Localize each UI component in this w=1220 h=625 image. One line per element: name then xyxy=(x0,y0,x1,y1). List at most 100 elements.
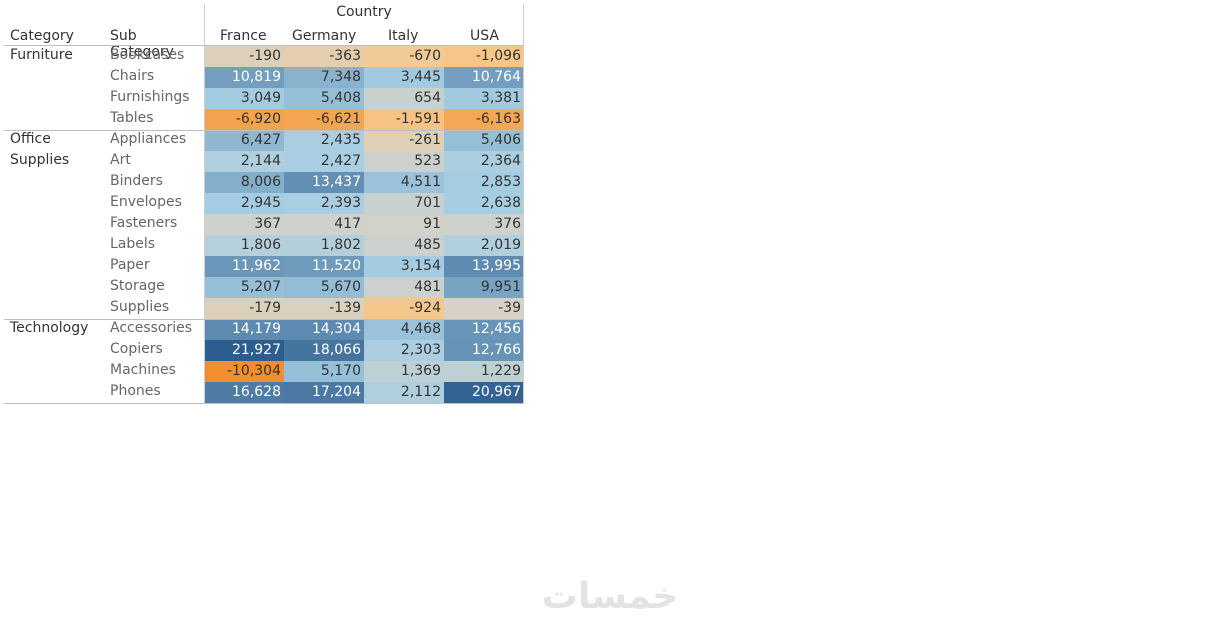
heatmap-cell: 11,520 xyxy=(284,256,364,277)
heatmap-cell: 2,112 xyxy=(364,382,444,403)
subcategory-label: Appliances xyxy=(110,131,187,147)
subcategory-label: Copiers xyxy=(110,341,163,357)
heatmap-cell: 417 xyxy=(284,214,364,235)
category-label: Furniture xyxy=(10,47,73,63)
heatmap-cell: 5,670 xyxy=(284,277,364,298)
heatmap-cell: 7,348 xyxy=(284,67,364,88)
column-group-title: Country xyxy=(336,4,392,20)
heatmap-cell: 2,435 xyxy=(284,130,364,151)
heatmap-cell: -261 xyxy=(364,130,444,151)
row-header-category: Category xyxy=(10,28,74,44)
heatmap-cell: 1,369 xyxy=(364,361,444,382)
heatmap-cell: 9,951 xyxy=(444,277,524,298)
heatmap-cell: 523 xyxy=(364,151,444,172)
heatmap-cell: -1,096 xyxy=(444,46,524,67)
heatmap-cell: 20,967 xyxy=(444,382,524,403)
heatmap-cell: 5,207 xyxy=(204,277,284,298)
heatmap-cell: 1,802 xyxy=(284,235,364,256)
heatmap-cell: 10,819 xyxy=(204,67,284,88)
subcategory-label: Accessories xyxy=(110,320,193,336)
heatmap-cell: 481 xyxy=(364,277,444,298)
heatmap-cell: 5,406 xyxy=(444,130,524,151)
heatmap-cell: 2,393 xyxy=(284,193,364,214)
subcategory-label: Envelopes xyxy=(110,194,182,210)
heatmap-cell: 5,408 xyxy=(284,88,364,109)
heatmap-cell: -363 xyxy=(284,46,364,67)
heatmap-cell: 5,170 xyxy=(284,361,364,382)
column-header-italy: Italy xyxy=(388,28,419,44)
heatmap-cell: -6,163 xyxy=(444,109,524,130)
heatmap-cell: 4,511 xyxy=(364,172,444,193)
heatmap-cell: 654 xyxy=(364,88,444,109)
heatmap-cell: 91 xyxy=(364,214,444,235)
heatmap-cell: 10,764 xyxy=(444,67,524,88)
subcategory-label: Labels xyxy=(110,236,156,252)
heatmap-cell: 3,049 xyxy=(204,88,284,109)
heatmap-cell: 17,204 xyxy=(284,382,364,403)
divider-group xyxy=(4,319,524,320)
heatmap-cell: 2,364 xyxy=(444,151,524,172)
heatmap-cell: 1,806 xyxy=(204,235,284,256)
category-label: Office xyxy=(10,131,51,147)
subcategory-label: Supplies xyxy=(110,299,170,315)
heatmap-cell: -179 xyxy=(204,298,284,319)
heatmap-cell: 12,766 xyxy=(444,340,524,361)
heatmap-cell: -6,621 xyxy=(284,109,364,130)
heatmap-cell: -190 xyxy=(204,46,284,67)
heatmap-cell: 21,927 xyxy=(204,340,284,361)
subcategory-label: Fasteners xyxy=(110,215,178,231)
divider-group xyxy=(4,130,524,131)
subcategory-label: Art xyxy=(110,152,131,168)
row-header-subcategory: Sub Category xyxy=(110,28,174,60)
heatmap-cell: 1,229 xyxy=(444,361,524,382)
subcategory-label: Paper xyxy=(110,257,150,273)
category-label: Supplies xyxy=(10,152,70,168)
subcategory-label: Phones xyxy=(110,383,161,399)
heatmap-cell: -924 xyxy=(364,298,444,319)
subcategory-label: Tables xyxy=(110,110,154,126)
heatmap-cell: 16,628 xyxy=(204,382,284,403)
subcategory-label: Bookcases xyxy=(110,47,185,63)
heatmap-cell: 2,427 xyxy=(284,151,364,172)
heatmap-cell: 2,853 xyxy=(444,172,524,193)
svg-text:خمسات: خمسات xyxy=(542,576,678,617)
heatmap-cell: 13,995 xyxy=(444,256,524,277)
subcategory-label: Chairs xyxy=(110,68,155,84)
heatmap-cell: 4,468 xyxy=(364,319,444,340)
heatmap-cell: 3,381 xyxy=(444,88,524,109)
subcategory-label: Machines xyxy=(110,362,176,378)
heatmap-cell: 3,154 xyxy=(364,256,444,277)
divider-bottom xyxy=(4,403,524,404)
heatmap-cell: 701 xyxy=(364,193,444,214)
heatmap-cell: 485 xyxy=(364,235,444,256)
heatmap-cell: 8,006 xyxy=(204,172,284,193)
category-label: Technology xyxy=(10,320,89,336)
column-header-france: France xyxy=(220,28,267,44)
heatmap-cell: 367 xyxy=(204,214,284,235)
column-header-usa: USA xyxy=(470,28,499,44)
divider-header xyxy=(4,45,524,46)
subcategory-label: Binders xyxy=(110,173,163,189)
divider-vertical-left xyxy=(204,4,205,403)
column-header-germany: Germany xyxy=(292,28,357,44)
heatmap-cell: 3,445 xyxy=(364,67,444,88)
divider-vertical-right xyxy=(523,4,524,403)
heatmap-cell: -6,920 xyxy=(204,109,284,130)
heatmap-cell: 2,638 xyxy=(444,193,524,214)
subcategory-label: Storage xyxy=(110,278,165,294)
heatmap-cell: 14,179 xyxy=(204,319,284,340)
heatmap-cell: 13,437 xyxy=(284,172,364,193)
heatmap-cell: -39 xyxy=(444,298,524,319)
heatmap-cell: 11,962 xyxy=(204,256,284,277)
watermark-logo: خمسات xyxy=(542,576,678,617)
heatmap-cell: 12,456 xyxy=(444,319,524,340)
heatmap-cell: -139 xyxy=(284,298,364,319)
heatmap-cell: 2,144 xyxy=(204,151,284,172)
heatmap-cell: -670 xyxy=(364,46,444,67)
heatmap-cell: 2,303 xyxy=(364,340,444,361)
heatmap-cell: -1,591 xyxy=(364,109,444,130)
heatmap-cell: 18,066 xyxy=(284,340,364,361)
heatmap-cell: -10,304 xyxy=(204,361,284,382)
subcategory-label: Furnishings xyxy=(110,89,190,105)
heatmap-cell: 2,019 xyxy=(444,235,524,256)
